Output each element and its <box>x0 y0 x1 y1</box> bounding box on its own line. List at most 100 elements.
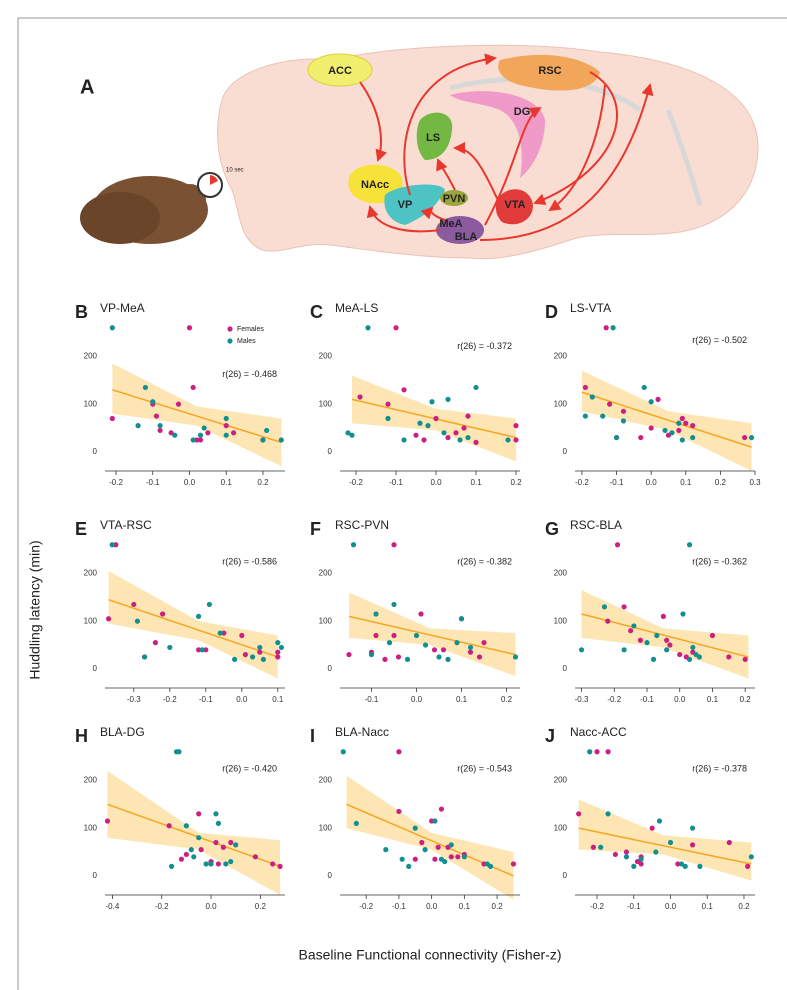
data-point <box>406 864 411 869</box>
data-point <box>664 647 669 652</box>
data-point <box>243 652 248 657</box>
data-point <box>432 818 437 823</box>
annotation: r(26) = -0.543 <box>457 764 512 774</box>
data-point <box>680 611 685 616</box>
region-label: RSC <box>538 65 561 77</box>
y-tick-label: 0 <box>328 871 333 880</box>
data-point <box>624 849 629 854</box>
data-point <box>511 861 516 866</box>
annotation: r(26) = -0.378 <box>692 764 747 774</box>
x-tick-label: 0.2 <box>255 902 267 911</box>
x-tick-label: 0.1 <box>707 695 719 704</box>
x-tick-label: -0.2 <box>163 695 177 704</box>
data-point <box>191 385 196 390</box>
data-point <box>680 416 685 421</box>
annotation: r(26) = -0.372 <box>457 341 512 351</box>
data-point <box>200 647 205 652</box>
data-point <box>441 430 446 435</box>
x-tick-label: 0.0 <box>674 695 686 704</box>
legend-label: Males <box>237 338 256 345</box>
x-tick-label: 0.2 <box>501 695 513 704</box>
y-tick-label: 100 <box>84 399 98 408</box>
data-point <box>513 437 518 442</box>
data-point <box>169 864 174 869</box>
data-point <box>449 842 454 847</box>
x-tick-label: -0.1 <box>627 902 641 911</box>
data-point <box>667 642 672 647</box>
data-point <box>176 749 181 754</box>
data-point <box>221 845 226 850</box>
x-tick-label: 0.0 <box>430 478 442 487</box>
legend-marker <box>227 338 232 343</box>
region-label: VTA <box>504 199 525 211</box>
panel-letter: I <box>310 726 315 746</box>
data-point <box>232 657 237 662</box>
data-point <box>413 826 418 831</box>
confidence-band <box>109 571 278 678</box>
y-tick-label: 100 <box>319 616 333 625</box>
x-tick-label: -0.1 <box>365 695 379 704</box>
y-tick-label: 100 <box>84 823 98 832</box>
data-point <box>642 385 647 390</box>
data-point <box>391 542 396 547</box>
legend-label: Females <box>237 326 264 333</box>
data-point <box>385 402 390 407</box>
scatter-panel: DLS-VTA-0.2-0.10.00.10.20.30100200r(26) … <box>545 301 761 487</box>
data-point <box>142 654 147 659</box>
mouse <box>80 192 160 244</box>
data-point <box>405 657 410 662</box>
data-point <box>191 437 196 442</box>
data-point <box>131 602 136 607</box>
data-point <box>605 619 610 624</box>
data-point <box>465 435 470 440</box>
data-point <box>432 857 437 862</box>
data-point <box>383 847 388 852</box>
data-point <box>690 435 695 440</box>
data-point <box>610 325 615 330</box>
data-point <box>341 749 346 754</box>
x-tick-label: 0.0 <box>411 695 423 704</box>
data-point <box>250 654 255 659</box>
data-point <box>639 857 644 862</box>
scatter-panel: HBLA-DG-0.4-0.20.00.20100200r(26) = -0.4… <box>75 725 285 911</box>
x-tick-label: 0.1 <box>459 902 471 911</box>
data-point <box>275 650 280 655</box>
data-point <box>396 654 401 659</box>
x-tick-label: -0.2 <box>575 478 589 487</box>
data-point <box>445 657 450 662</box>
data-point <box>167 645 172 650</box>
data-point <box>615 542 620 547</box>
data-point <box>477 654 482 659</box>
data-point <box>257 650 262 655</box>
x-tick-label: -0.1 <box>392 902 406 911</box>
data-point <box>354 821 359 826</box>
panel-title: Nacc-ACC <box>570 725 627 739</box>
data-point <box>749 854 754 859</box>
annotation: r(26) = -0.586 <box>222 557 277 567</box>
data-point <box>257 645 262 650</box>
x-tick-label: -0.3 <box>575 695 589 704</box>
data-point <box>396 809 401 814</box>
data-point <box>106 616 111 621</box>
data-point <box>373 611 378 616</box>
y-tick-label: 0 <box>563 664 568 673</box>
data-point <box>680 437 685 442</box>
x-tick-label: 0.2 <box>510 478 522 487</box>
data-point <box>198 437 203 442</box>
data-point <box>661 614 666 619</box>
data-point <box>743 657 748 662</box>
data-point <box>669 430 674 435</box>
data-point <box>275 654 280 659</box>
panel-title: MeA-LS <box>335 301 378 315</box>
y-tick-label: 100 <box>554 823 568 832</box>
data-point <box>468 650 473 655</box>
panel-letter: G <box>545 519 559 539</box>
annotation: r(26) = -0.382 <box>457 557 512 567</box>
region-label: BLA <box>455 231 478 243</box>
data-point <box>449 854 454 859</box>
y-tick-label: 100 <box>554 399 568 408</box>
data-point <box>638 638 643 643</box>
data-point <box>488 864 493 869</box>
panel-title: VTA-RSC <box>100 518 152 532</box>
data-point <box>687 657 692 662</box>
